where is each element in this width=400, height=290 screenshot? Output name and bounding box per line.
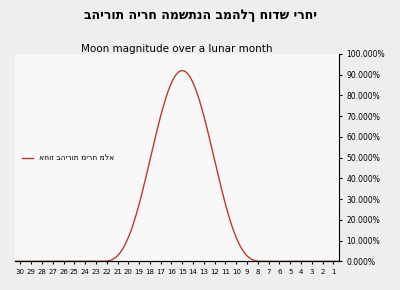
אחוז בהירות מירח מלא <box>46 260 50 263</box>
Title: Moon magnitude over a lunar month: Moon magnitude over a lunar month <box>81 44 273 54</box>
אחוז בהירות מירח מלא <box>13 260 18 263</box>
אחוז בהירות מירח מלא <box>180 69 185 72</box>
אחוז בהירות מירח מלא <box>144 175 148 179</box>
Line: אחוז בהירות מירח מלא: אחוז בהירות מירח מלא <box>15 70 339 261</box>
Legend: אחוז בהירות מירח מלא: אחוז בהירות מירח מלא <box>19 150 118 165</box>
אחוז בהירות מירח מלא <box>235 239 240 242</box>
Text: בהירות הירח המשתנה במהלך חודש ירחי: בהירות הירח המשתנה במהלך חודש ירחי <box>84 9 316 22</box>
אחוז בהירות מירח מלא <box>271 260 276 263</box>
אחוז בהירות מירח מלא <box>265 260 270 263</box>
אחוז בהירות מירח מלא <box>155 126 160 130</box>
אחוז בהירות מירח מלא <box>336 260 341 263</box>
